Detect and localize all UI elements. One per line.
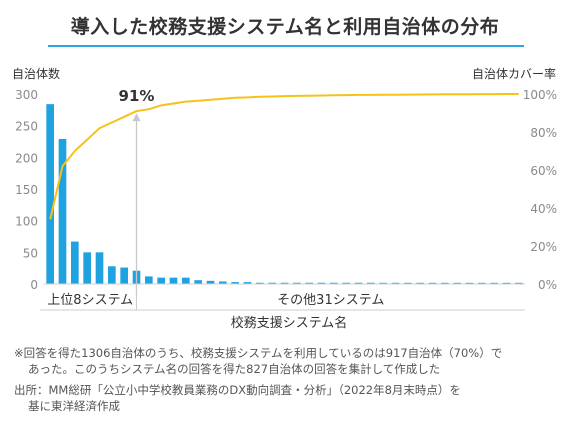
bar — [453, 282, 461, 284]
bar — [58, 138, 67, 284]
bar — [478, 282, 486, 284]
bar — [465, 282, 474, 284]
title-underline — [48, 45, 524, 47]
bar — [428, 282, 437, 284]
bar — [391, 282, 400, 284]
bar — [145, 276, 153, 284]
bar — [83, 252, 91, 284]
bar — [157, 277, 165, 284]
y-tick-label: 300 — [15, 88, 38, 102]
bar — [243, 282, 252, 284]
bar — [268, 282, 276, 284]
bar — [416, 282, 424, 284]
y-tick-label: 0 — [30, 278, 38, 292]
bar — [441, 282, 449, 284]
chart-area: 自治体数 自治体カバー率 校務支援システム名 0 50 100 150 200 250 30… — [12, 66, 557, 330]
y-tick-label: 250 — [15, 120, 38, 134]
bar — [280, 282, 289, 284]
y-axis-title: 自治体数 — [12, 66, 60, 81]
source-line-2: 基に東洋経済作成 — [28, 399, 120, 413]
bar — [182, 277, 190, 284]
y-tick-label: 200 — [15, 151, 38, 165]
chart-title: 導入した校務支援システム名と利用自治体の分布 — [70, 16, 500, 38]
coverage-line — [49, 93, 519, 220]
group-label-others: その他31システム — [277, 293, 384, 308]
y2-tick-label: 40% — [530, 202, 557, 216]
x-axis-title: 校務支援システム名 — [231, 315, 348, 330]
footnote-line-1: ※回答を得た1306自治体のうち、校務支援システムを利用しているのは917自治体… — [14, 346, 503, 360]
bar — [367, 282, 375, 284]
bar — [108, 266, 116, 284]
y2-tick-label: 80% — [530, 126, 557, 140]
bar — [515, 282, 523, 284]
bar — [219, 281, 227, 284]
bar — [256, 282, 264, 284]
bar — [330, 282, 338, 284]
annotation-91pct: 91% — [119, 87, 155, 105]
bar — [206, 280, 215, 284]
y2-tick-label: 20% — [530, 240, 557, 254]
bar — [194, 280, 202, 284]
footnote-line-2: あった。このうちシステム名の回答を得た827自治体の回答を集計して作成した — [28, 362, 441, 376]
bar — [354, 282, 363, 284]
group-label-top: 上位8システム — [47, 293, 133, 308]
y-tick-label: 150 — [15, 183, 38, 197]
bar — [169, 277, 178, 284]
bar — [317, 282, 326, 284]
bar — [379, 282, 387, 284]
y2-axis-title: 自治体カバー率 — [472, 66, 556, 81]
source-line-1: 出所：MM総研「公立小中学校教員業務のDX動向調査・分析」（2022年8月末時点… — [14, 383, 461, 397]
bar — [71, 241, 79, 284]
y2-tick-label: 60% — [530, 164, 557, 178]
bar — [95, 252, 104, 284]
bar — [342, 282, 350, 284]
y2-tick-label: 0% — [538, 278, 557, 292]
bar — [490, 282, 498, 284]
y-tick-label: 50 — [23, 246, 38, 260]
bar — [46, 104, 54, 284]
bar — [231, 282, 239, 284]
bar — [305, 282, 313, 284]
bar — [120, 267, 128, 284]
bar — [293, 282, 301, 284]
y2-tick-label: 100% — [523, 88, 557, 102]
bar — [502, 282, 511, 284]
bar — [404, 282, 412, 284]
annotation-arrowhead — [132, 113, 141, 122]
y-tick-label: 100 — [15, 215, 38, 229]
